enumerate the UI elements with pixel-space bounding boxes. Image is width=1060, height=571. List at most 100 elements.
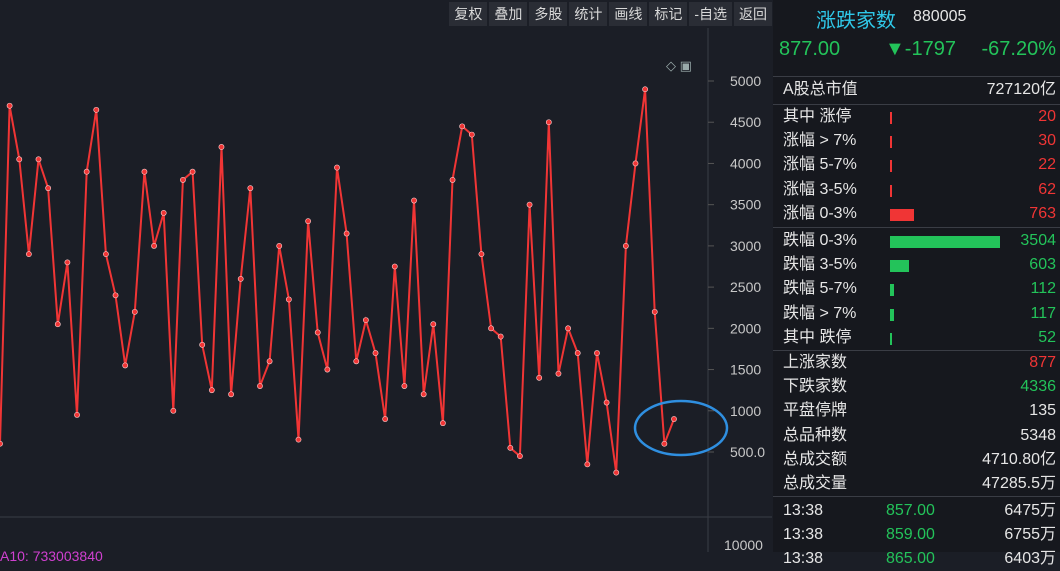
data-point[interactable] [430,321,437,328]
chart-corner-icons: ◇ ▣ [666,58,692,74]
data-point[interactable] [228,391,234,398]
back-button[interactable]: 返回 [734,2,772,26]
data-point[interactable] [208,387,215,394]
data-point[interactable] [45,185,52,192]
data-point[interactable] [440,420,446,427]
count-bar [890,112,892,124]
data-point[interactable] [180,177,186,183]
data-point[interactable] [122,362,129,369]
data-point[interactable] [74,411,80,418]
data-point[interactable] [334,164,340,171]
data-point[interactable] [459,123,466,130]
data-point[interactable] [35,156,42,163]
data-point[interactable] [93,106,100,113]
statistics-button[interactable]: 统计 [569,2,608,26]
data-point[interactable] [131,308,138,315]
data-point[interactable] [526,201,533,208]
stat-value: 4710.80亿 [982,450,1056,468]
data-point[interactable] [574,350,581,356]
data-point[interactable] [0,440,3,447]
data-point[interactable] [651,308,658,315]
data-point[interactable] [160,210,167,216]
data-point[interactable] [141,168,148,175]
data-point[interactable] [603,399,610,406]
data-point[interactable] [468,131,475,138]
data-point[interactable] [584,461,591,468]
stat-value: 4336 [1020,378,1056,396]
divider [773,350,1060,351]
fuquan-button[interactable]: 复权 [449,2,488,26]
data-point[interactable] [497,333,504,340]
tick-time: 13:38 [783,502,824,519]
data-point[interactable] [343,230,350,237]
distribution-row: 涨幅 3-5% 62 [773,178,1060,202]
data-point[interactable] [218,144,225,150]
data-point[interactable] [488,325,494,332]
data-point[interactable] [661,440,668,447]
data-point[interactable] [622,242,629,249]
data-point[interactable] [545,119,552,126]
data-point[interactable] [362,317,369,323]
data-point[interactable] [6,102,13,109]
mark-button[interactable]: 标记 [649,2,688,26]
data-point[interactable] [536,374,543,381]
data-point[interactable] [671,416,677,422]
data-point[interactable] [420,391,427,398]
y-tick-label: 2000 [730,320,761,336]
data-point[interactable] [565,325,571,332]
data-point[interactable] [594,350,600,356]
data-point[interactable] [613,469,620,476]
data-point[interactable] [189,168,196,175]
data-point[interactable] [305,218,312,225]
data-point[interactable] [25,251,32,258]
draw-line-button[interactable]: 画线 [609,2,648,26]
data-point[interactable] [632,160,639,167]
data-point[interactable] [83,168,90,175]
stat-row: 总成交额 4710.80亿 [773,448,1060,472]
data-point[interactable] [151,242,157,249]
data-point[interactable] [382,416,389,422]
data-point[interactable] [449,177,456,183]
stat-value: 5348 [1020,426,1056,444]
multi-stock-button[interactable]: 多股 [529,2,568,26]
data-point[interactable] [391,263,398,270]
data-point[interactable] [401,383,408,389]
row-label: 其中 涨停 [783,108,852,125]
data-point[interactable] [276,242,283,249]
diamond-icon[interactable]: ◇ [666,58,676,73]
data-point[interactable] [517,453,523,460]
data-point[interactable] [170,407,177,414]
data-point[interactable] [285,296,292,303]
chart-canvas: 5000 4500 4000 3500 3000 2500 2000 1500 1000 500.… [0,28,772,552]
row-value: 3504 [1020,232,1056,249]
data-point[interactable] [314,329,321,336]
data-point[interactable] [353,358,360,365]
data-point[interactable] [237,275,244,282]
remove-watchlist-button[interactable]: -自选 [689,2,732,26]
market-cap-value: 727120亿 [986,81,1056,98]
data-point[interactable] [247,185,254,192]
data-point[interactable] [16,156,23,163]
data-point[interactable] [257,383,263,389]
divider [773,104,1060,105]
data-point[interactable] [103,251,109,258]
data-point[interactable] [411,197,417,204]
data-point[interactable] [64,259,71,266]
data-point[interactable] [642,86,649,93]
y-tick-label: 2500 [730,279,761,295]
overlay-button[interactable]: 叠加 [489,2,528,26]
data-point[interactable] [266,358,273,365]
line-chart[interactable]: 5000 4500 4000 3500 3000 2500 2000 1500 1000 500.… [0,28,772,564]
data-point[interactable] [324,366,331,373]
tick-price: 859.00 [886,526,935,543]
data-point[interactable] [372,350,379,356]
row-value: 117 [1030,304,1056,322]
data-point[interactable] [54,321,61,328]
data-point[interactable] [478,251,485,258]
data-point[interactable] [199,341,206,348]
data-point[interactable] [112,292,119,299]
data-point[interactable] [507,444,514,451]
data-point[interactable] [295,436,302,443]
panel-toggle-icon[interactable]: ▣ [679,58,692,73]
data-point[interactable] [555,370,562,377]
